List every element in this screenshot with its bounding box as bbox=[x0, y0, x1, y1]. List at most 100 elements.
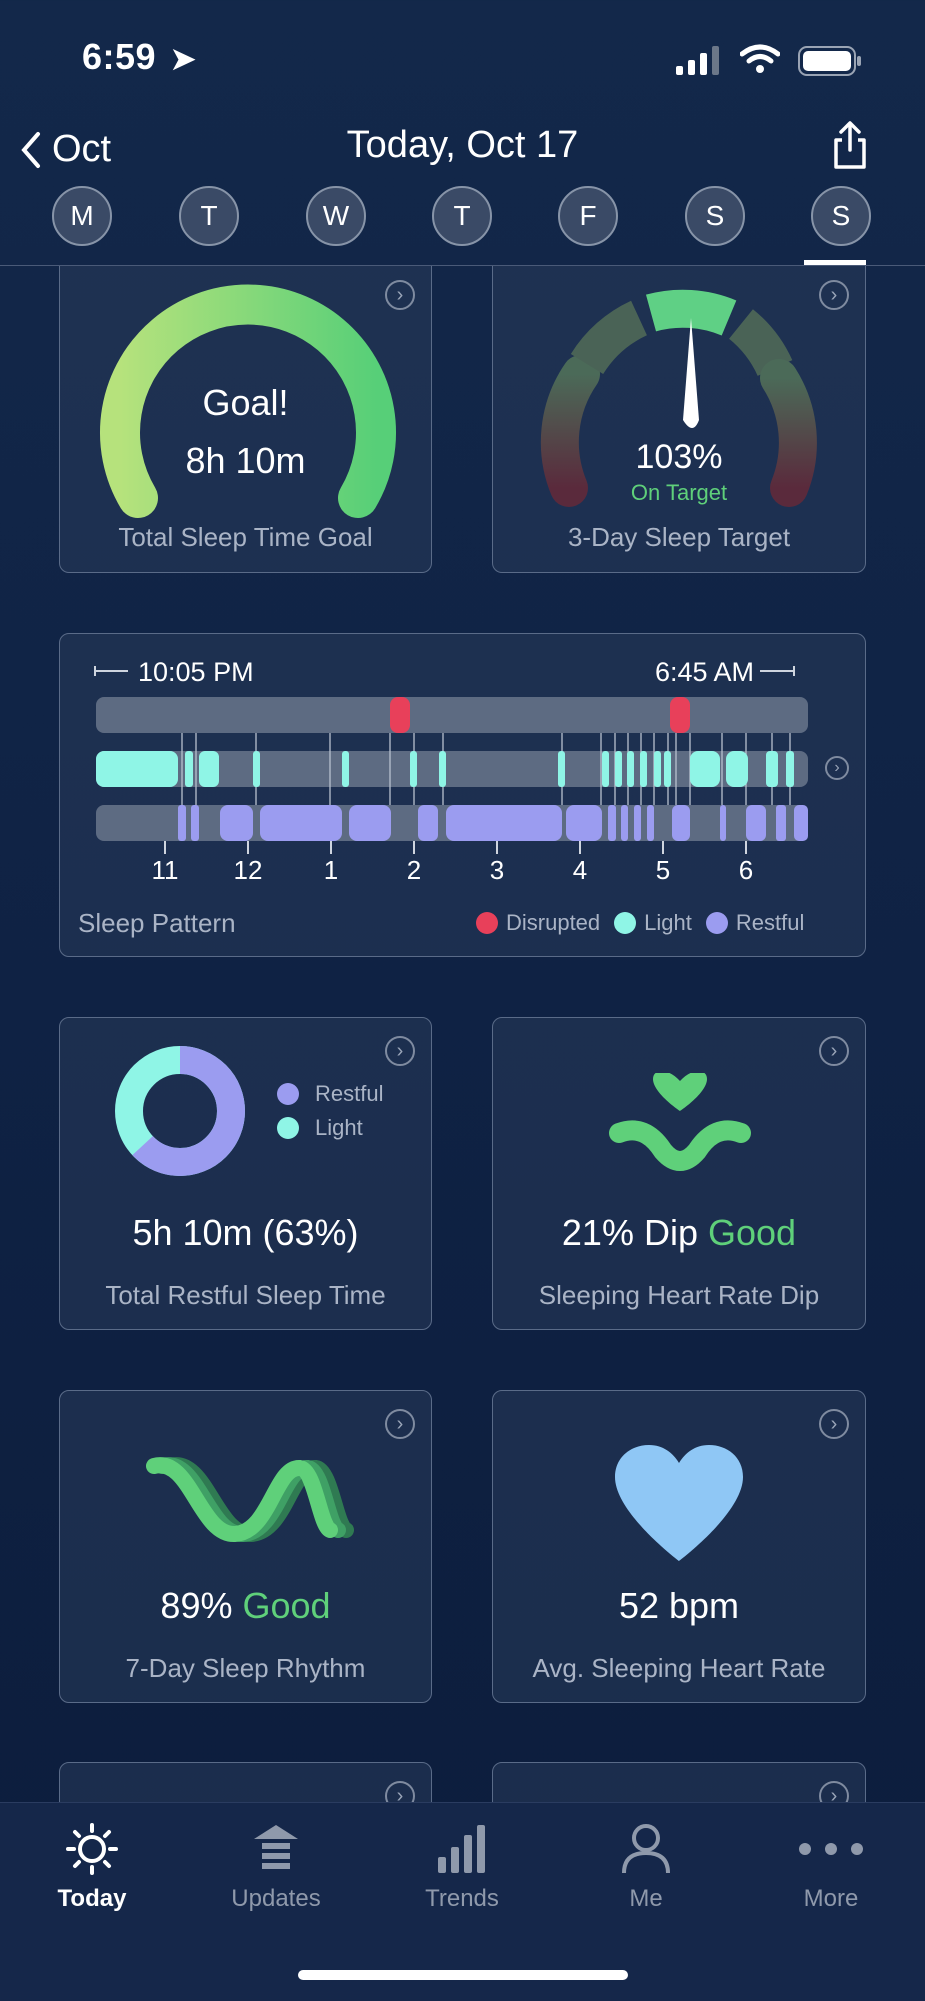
back-button[interactable]: Oct bbox=[18, 128, 111, 171]
day-mon[interactable]: M bbox=[52, 186, 112, 246]
hour-label: 12 bbox=[233, 855, 263, 885]
rhythm-label: 7-Day Sleep Rhythm bbox=[125, 1653, 366, 1683]
hour-label: 3 bbox=[489, 855, 505, 885]
rhythm-value-row: 89% Good bbox=[60, 1585, 431, 1627]
disrupted-dot-icon bbox=[476, 912, 498, 934]
location-arrow-icon: ➤ bbox=[170, 43, 197, 76]
chevron-right-icon[interactable]: › bbox=[819, 280, 849, 310]
bars-icon bbox=[438, 1825, 485, 1873]
wifi-icon bbox=[740, 44, 780, 73]
rhythm-value: 89% bbox=[160, 1585, 233, 1626]
tab-more[interactable]: More bbox=[761, 1823, 901, 1913]
restful-donut-chart bbox=[115, 1046, 245, 1176]
hour-label: 4 bbox=[572, 855, 588, 885]
battery-icon bbox=[798, 46, 861, 76]
home-indicator bbox=[298, 1970, 628, 1980]
day-thu[interactable]: T bbox=[432, 186, 492, 246]
person-icon bbox=[622, 1824, 670, 1874]
legend-disrupted: Disrupted bbox=[506, 910, 601, 935]
rhythm-status: Good bbox=[242, 1585, 331, 1626]
target-value: 103% bbox=[635, 438, 723, 476]
restful-label: Total Restful Sleep Time bbox=[105, 1280, 386, 1310]
chevron-right-icon[interactable]: › bbox=[819, 1409, 849, 1439]
hr-dip-value: 21% Dip bbox=[561, 1212, 698, 1253]
chevron-right-icon[interactable]: › bbox=[825, 756, 849, 780]
restful-value: 5h 10m (63%) bbox=[132, 1212, 359, 1253]
legend-light-item: Light bbox=[277, 1115, 363, 1141]
sleep-pattern-card[interactable]: 10:05 PM 6:45 AM › 11 12 1 2 3 4 5 6 Sle… bbox=[59, 633, 866, 957]
heart-icon bbox=[615, 1445, 743, 1561]
light-dot-icon bbox=[277, 1117, 299, 1139]
day-tue[interactable]: T bbox=[179, 186, 239, 246]
avg-hr-label: Avg. Sleeping Heart Rate bbox=[532, 1653, 826, 1683]
hr-dip-status: Good bbox=[708, 1212, 797, 1253]
sleep-target-card[interactable]: › 103% On Target 3-Day Sleep Target bbox=[492, 266, 866, 573]
target-gauge-icon bbox=[540, 289, 817, 507]
tab-today-label: Today bbox=[57, 1885, 127, 1912]
sleep-pattern-chart bbox=[94, 666, 808, 854]
avg-hr-value: 52 bpm bbox=[618, 1585, 740, 1626]
goal-line2: 8h 10m bbox=[185, 440, 306, 481]
hr-dip-card[interactable]: › 21% Dip Good Sleeping Heart Rate Dip bbox=[492, 1017, 866, 1330]
legend-restful-item: Restful bbox=[277, 1081, 383, 1107]
legend-light: Light bbox=[644, 910, 692, 935]
sleep-end-time: 6:45 AM bbox=[654, 657, 754, 687]
hour-label: 5 bbox=[655, 855, 671, 885]
sleep-start-time: 10:05 PM bbox=[138, 657, 254, 687]
legend-light: Light bbox=[315, 1115, 363, 1140]
restful-sleep-card[interactable]: › Restful Light 5h 10m (63%) Total Restf… bbox=[59, 1017, 432, 1330]
sleep-pattern-legend: Disrupted Light Restful bbox=[476, 910, 804, 936]
restful-dot-icon bbox=[705, 912, 728, 934]
tab-updates-label: Updates bbox=[231, 1885, 321, 1912]
hour-label: 11 bbox=[151, 855, 179, 885]
sun-icon bbox=[66, 1823, 118, 1875]
legend-restful: Restful bbox=[735, 910, 805, 935]
day-sat[interactable]: S bbox=[685, 186, 745, 246]
sleep-pattern-label: Sleep Pattern bbox=[78, 908, 236, 938]
signal-icon bbox=[676, 46, 719, 75]
sleep-rhythm-card[interactable]: › 89% Good 7-Day Sleep Rhythm bbox=[59, 1390, 432, 1703]
legend-restful: Restful bbox=[315, 1081, 384, 1106]
page-title: Today, Oct 17 bbox=[346, 124, 579, 166]
goal-line1: Goal! bbox=[202, 382, 289, 423]
share-icon[interactable] bbox=[832, 120, 868, 170]
target-status: On Target bbox=[630, 480, 728, 505]
chevron-right-icon[interactable]: › bbox=[385, 1409, 415, 1439]
tab-trends[interactable]: Trends bbox=[392, 1823, 532, 1913]
hour-label: 2 bbox=[406, 855, 422, 885]
tab-me[interactable]: Me bbox=[576, 1823, 716, 1913]
day-wed[interactable]: W bbox=[306, 186, 366, 246]
status-time: 6:59 ➤ bbox=[82, 36, 197, 77]
sleep-goal-label: Total Sleep Time Goal bbox=[118, 522, 373, 552]
sleep-goal-card[interactable]: › Goal! 8h 10m Total Sleep Time Goal bbox=[59, 266, 432, 573]
hr-dip-value-row: 21% Dip Good bbox=[493, 1212, 865, 1254]
hour-label: 6 bbox=[738, 855, 754, 885]
hour-label: 1 bbox=[323, 855, 339, 885]
light-dot-icon bbox=[614, 912, 637, 934]
week-selector: M T W T F S S bbox=[0, 186, 925, 266]
day-fri[interactable]: F bbox=[558, 186, 618, 246]
restful-dot-icon bbox=[277, 1083, 299, 1105]
rhythm-wave-icon bbox=[146, 1457, 354, 1542]
chevron-right-icon[interactable]: › bbox=[819, 1036, 849, 1066]
day-sun[interactable]: S bbox=[811, 186, 871, 246]
updates-icon bbox=[254, 1825, 298, 1869]
tab-me-label: Me bbox=[629, 1885, 663, 1912]
selected-day-indicator bbox=[804, 260, 866, 265]
goal-arc-icon bbox=[100, 284, 396, 518]
sleep-target-label: 3-Day Sleep Target bbox=[567, 522, 791, 552]
chevron-left-icon bbox=[21, 131, 40, 168]
avg-hr-card[interactable]: › 52 bpm Avg. Sleeping Heart Rate bbox=[492, 1390, 866, 1703]
header-divider bbox=[0, 265, 925, 266]
tab-bar: Today Updates Trends Me More bbox=[0, 1802, 925, 2001]
chevron-right-icon[interactable]: › bbox=[385, 1036, 415, 1066]
tab-updates[interactable]: Updates bbox=[206, 1823, 346, 1913]
more-icon bbox=[799, 1843, 863, 1855]
heart-dip-icon bbox=[609, 1073, 751, 1171]
hr-dip-label: Sleeping Heart Rate Dip bbox=[538, 1280, 820, 1310]
tab-more-label: More bbox=[803, 1885, 859, 1912]
tab-today[interactable]: Today bbox=[22, 1823, 162, 1913]
tab-trends-label: Trends bbox=[425, 1885, 499, 1912]
chevron-right-icon[interactable]: › bbox=[385, 280, 415, 310]
back-label: Oct bbox=[52, 128, 112, 170]
